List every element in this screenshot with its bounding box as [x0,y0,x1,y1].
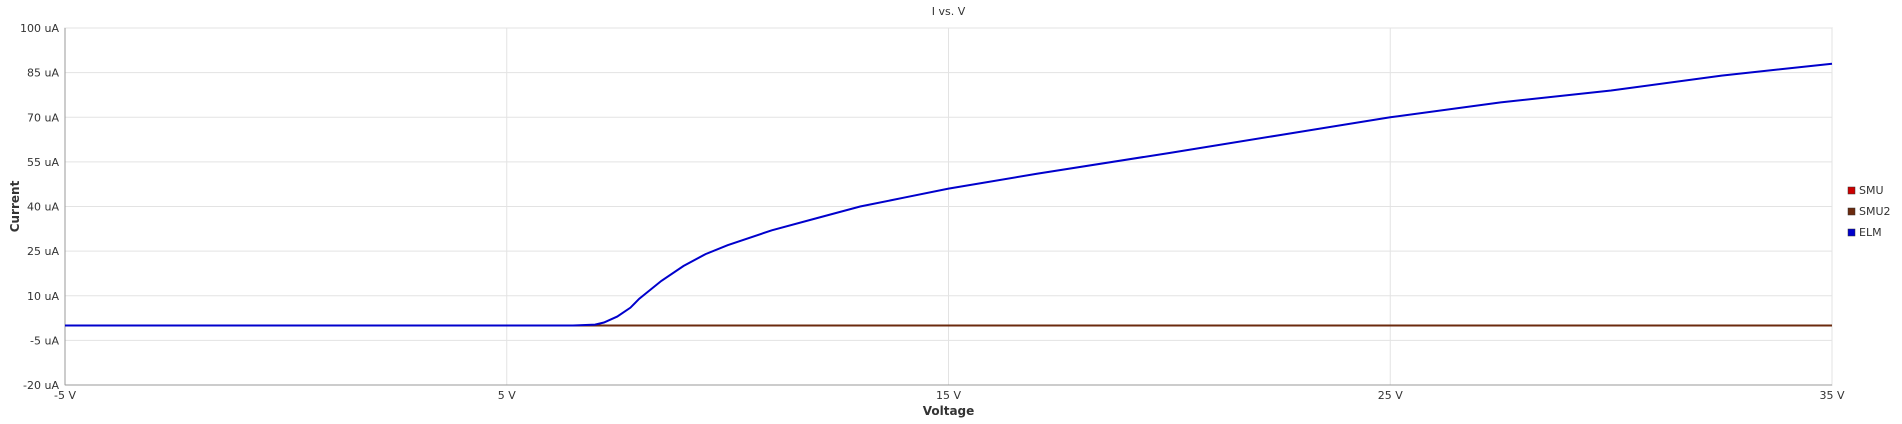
legend-swatch-elm [1847,228,1856,237]
y-tick-label: 85 uA [27,67,59,80]
x-tick-label: 15 V [936,389,961,402]
axis-layer: -20 uA -5 uA 10 uA 25 uA 40 uA 55 uA 70 uA 85 u… [20,22,1845,402]
y-tick-label: 25 uA [27,245,59,258]
grid-layer [64,27,1833,386]
legend-label-elm: ELM [1859,226,1882,239]
legend: SMU SMU2 ELM [1847,184,1891,239]
y-tick-label: 100 uA [20,22,59,35]
chart-title: I vs. V [932,5,966,18]
legend-swatch-smu [1847,186,1856,195]
x-tick-label: 25 V [1378,389,1403,402]
x-axis-label: Voltage [923,404,975,418]
y-tick-label: 55 uA [27,156,59,169]
y-tick-label: 70 uA [27,111,59,124]
x-tick-label: 35 V [1819,389,1844,402]
y-tick-label: -20 uA [23,379,59,392]
legend-label-smu2: SMU2 [1859,205,1891,218]
y-tick-label: 40 uA [27,201,59,214]
y-tick-label: -5 uA [30,334,59,347]
x-tick-label: 5 V [498,389,516,402]
x-tick-label: -5 V [54,389,76,402]
text-layer: I vs. V Voltage Current [8,5,974,418]
legend-swatch-smu2 [1847,207,1856,216]
y-tick-label: 10 uA [27,290,59,303]
legend-label-smu: SMU [1859,184,1884,197]
series-layer [65,62,1833,327]
series-line-elm [65,62,1833,327]
y-axis-label: Current [8,180,22,232]
